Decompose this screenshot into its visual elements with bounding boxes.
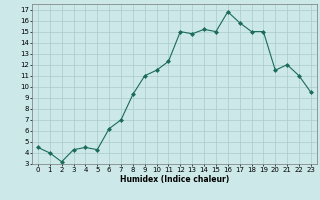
X-axis label: Humidex (Indice chaleur): Humidex (Indice chaleur) xyxy=(120,175,229,184)
